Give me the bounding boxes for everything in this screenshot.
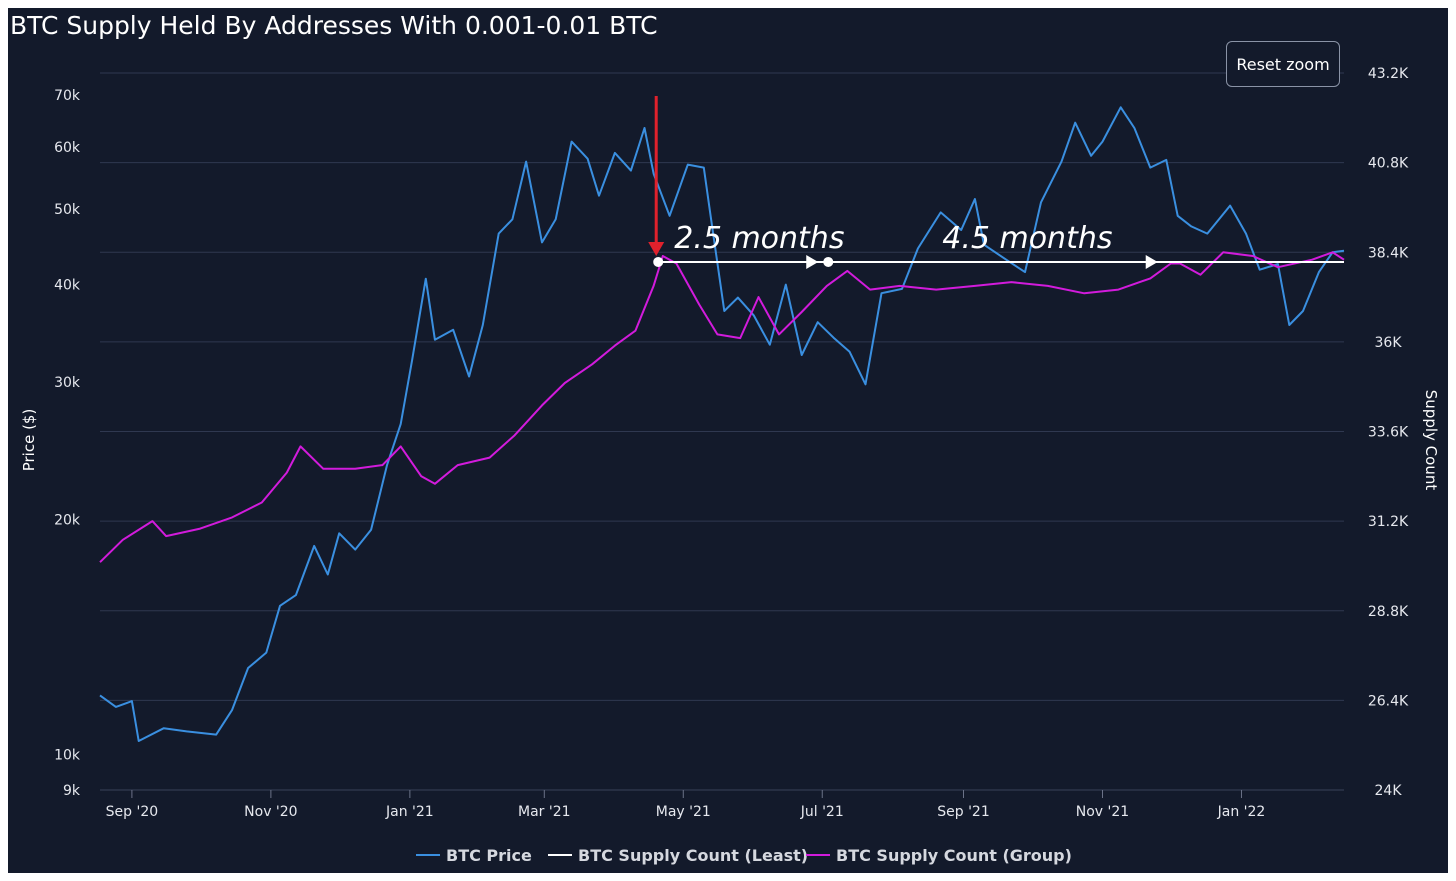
- chart: BTC Supply Held By Addresses With 0.001-…: [10, 11, 1440, 865]
- right-tick-label: 36K: [1375, 335, 1403, 351]
- chart-title: BTC Supply Held By Addresses With 0.001-…: [10, 11, 658, 40]
- legend-item-2[interactable]: BTC Supply Count (Group): [806, 846, 1072, 865]
- span-dot: [653, 256, 664, 267]
- left-tick-label: 30k: [54, 375, 81, 391]
- right-tick-label: 43.2K: [1368, 66, 1409, 82]
- reset-zoom-button[interactable]: Reset zoom: [1226, 41, 1340, 87]
- left-tick-label: 70k: [54, 88, 81, 104]
- left-tick-label: 40k: [54, 278, 81, 294]
- right-tick-label: 28.8K: [1368, 604, 1409, 620]
- x-tick-label: Nov '21: [1076, 804, 1129, 820]
- x-axis-ticks: Sep '20 Nov '20 Jan '21 Mar '21 May '21 Jul '…: [100, 789, 1344, 820]
- x-tick-label: May '21: [656, 804, 711, 820]
- x-tick-label: Jan '21: [385, 804, 434, 820]
- legend-item-1[interactable]: BTC Supply Count (Least): [548, 846, 808, 865]
- annotations: 2.5 months 4.5 months: [648, 96, 1158, 269]
- series-line-btc-price: [99, 106, 1345, 742]
- right-axis-title: Supply Count: [1422, 390, 1440, 491]
- span-arrowhead: [806, 254, 819, 269]
- right-axis-ticks: 43.2K 40.8K 38.4K 36K 33.6K 31.2K 28.8K 26.4K 24…: [1368, 66, 1409, 799]
- left-tick-label: 50k: [54, 202, 81, 218]
- right-tick-label: 38.4K: [1368, 245, 1409, 261]
- series-line-btc-supply-count-group: [99, 251, 1345, 563]
- right-tick-label: 31.2K: [1368, 514, 1409, 530]
- series-layer: [99, 106, 1345, 742]
- legend-item-0[interactable]: BTC Price: [416, 846, 532, 865]
- annotation-4-5-months: 4.5 months: [942, 221, 1112, 256]
- x-tick-label: Sep '20: [106, 804, 159, 820]
- span-dot: [823, 256, 834, 267]
- left-tick-label: 9k: [63, 783, 81, 799]
- legend-label: BTC Supply Count (Group): [836, 846, 1072, 865]
- right-tick-label: 24K: [1375, 783, 1403, 799]
- x-tick-label: Jan '22: [1217, 804, 1266, 820]
- x-tick-label: Mar '21: [518, 804, 571, 820]
- legend: BTC Price BTC Supply Count (Least) BTC Sup…: [416, 846, 1072, 865]
- left-tick-label: 60k: [54, 140, 81, 156]
- left-tick-label: 10k: [54, 747, 81, 763]
- x-tick-label: Jul '21: [800, 804, 844, 820]
- legend-label: BTC Price: [446, 846, 532, 865]
- x-tick-label: Nov '20: [244, 804, 297, 820]
- red-arrow-head: [648, 241, 665, 256]
- left-tick-label: 20k: [54, 512, 81, 528]
- left-axis-title: Price ($): [20, 409, 38, 472]
- span-arrowhead: [1145, 254, 1158, 269]
- left-axis-ticks: 70k 60k 50k 40k 30k 20k 10k 9k: [54, 88, 81, 799]
- right-tick-label: 40.8K: [1368, 156, 1409, 172]
- right-tick-label: 33.6K: [1368, 425, 1409, 441]
- right-tick-label: 26.4K: [1368, 693, 1409, 709]
- grid: [100, 72, 1344, 791]
- legend-label: BTC Supply Count (Least): [578, 846, 808, 865]
- x-tick-label: Sep '21: [937, 804, 990, 820]
- chart-frame: BTC Supply Held By Addresses With 0.001-…: [8, 8, 1448, 873]
- annotation-2-5-months: 2.5 months: [674, 221, 844, 256]
